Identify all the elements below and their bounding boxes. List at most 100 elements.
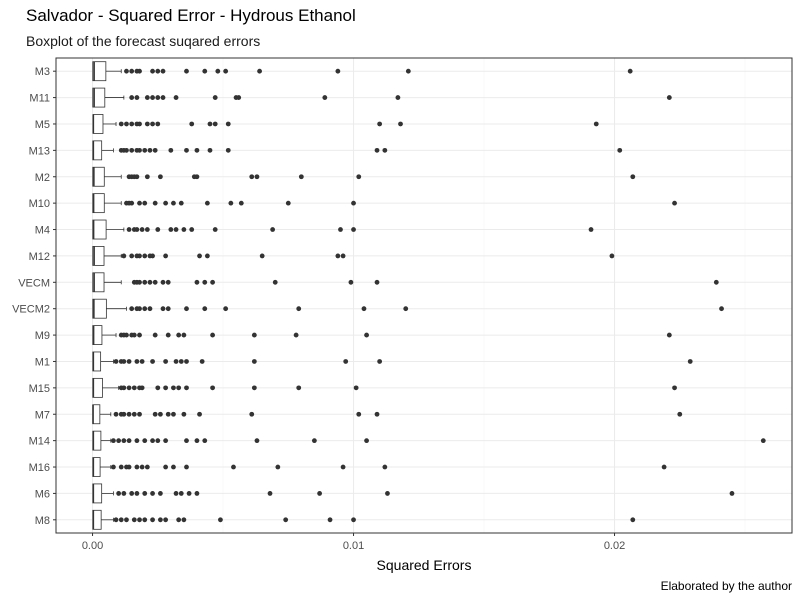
outlier-point-M3 (155, 68, 161, 74)
chart-caption: Elaborated by the author (660, 579, 792, 593)
outlier-point-M8 (118, 517, 124, 523)
outlier-point-M2 (157, 174, 163, 180)
outlier-point-M11 (134, 95, 140, 100)
outlier-point-M8 (351, 517, 356, 523)
outlier-point-M13 (124, 147, 129, 153)
outlier-point-VECM (202, 279, 208, 285)
outlier-point-M9 (131, 332, 137, 338)
y-tick-label: M6 (35, 488, 50, 500)
outlier-point-M13 (184, 147, 189, 153)
outlier-point-M11 (129, 95, 135, 100)
outlier-point-M4 (134, 227, 140, 232)
outlier-point-M10 (163, 200, 169, 206)
outlier-point-M7 (121, 411, 127, 417)
outlier-point-M3 (405, 68, 411, 74)
outlier-point-M6 (173, 491, 179, 496)
outlier-point-M2 (134, 174, 140, 180)
outlier-point-VECM (713, 279, 719, 285)
outlier-point-M11 (160, 95, 166, 100)
outlier-point-M10 (142, 200, 148, 206)
y-tick-label: M4 (35, 225, 50, 237)
y-tick-label: M2 (35, 172, 50, 184)
outlier-point-M13 (137, 147, 142, 153)
y-axis: M3 M11 M5 M13 M2 M10 M4 M12 VECM VECM2 M9 M1 M15 M7 M1… (12, 66, 56, 527)
y-tick-label: M3 (35, 66, 50, 78)
outlier-point-M3 (223, 68, 229, 74)
outlier-point-M14 (155, 438, 161, 444)
outlier-point-VECM (348, 279, 354, 285)
outlier-point-M16 (340, 464, 346, 470)
outlier-point-M5 (398, 121, 403, 127)
box-VECM2 (92, 298, 107, 319)
outlier-point-M14 (202, 438, 208, 444)
outlier-point-M14 (142, 438, 148, 444)
outlier-point-M10 (152, 200, 158, 206)
outlier-point-M1 (178, 359, 184, 364)
outlier-point-M11 (236, 95, 242, 100)
outlier-point-M1 (687, 359, 693, 364)
outlier-point-M7 (165, 411, 171, 417)
outlier-point-M4 (189, 227, 195, 232)
outlier-point-M15 (171, 385, 176, 391)
y-tick-label: VECM2 (12, 304, 50, 316)
outlier-point-M5 (129, 121, 135, 127)
outlier-point-M2 (630, 174, 636, 180)
outlier-point-M4 (588, 227, 594, 232)
outlier-point-M12 (259, 253, 265, 259)
y-tick-label: M10 (29, 198, 50, 210)
outlier-point-M10 (171, 200, 176, 206)
outlier-point-M11 (666, 95, 672, 100)
outlier-point-M14 (121, 438, 127, 444)
outlier-point-VECM2 (142, 306, 148, 312)
outlier-point-M12 (150, 253, 155, 259)
outlier-point-M5 (207, 121, 213, 127)
outlier-point-M13 (207, 147, 213, 153)
outlier-point-M8 (124, 517, 129, 523)
outlier-point-M16 (126, 464, 132, 470)
outlier-point-M7 (157, 411, 163, 417)
outlier-point-M10 (137, 200, 142, 206)
outlier-point-M2 (298, 174, 304, 180)
outlier-point-M4 (168, 227, 174, 232)
y-tick-label: M15 (29, 383, 50, 395)
outlier-point-M4 (126, 227, 132, 232)
outlier-point-M13 (147, 147, 153, 153)
outlier-point-VECM (194, 279, 200, 285)
outlier-point-M5 (212, 121, 218, 127)
outlier-point-M11 (150, 95, 155, 100)
outlier-point-M7 (137, 411, 142, 417)
outlier-point-M3 (124, 68, 129, 74)
outlier-point-VECM (147, 279, 153, 285)
outlier-point-M3 (137, 68, 142, 74)
outlier-point-M14 (254, 438, 260, 444)
outlier-point-M11 (212, 95, 218, 100)
outlier-point-M1 (150, 359, 155, 364)
outlier-point-M13 (152, 147, 158, 153)
outlier-point-M1 (121, 359, 127, 364)
outlier-point-M10 (285, 200, 291, 206)
outlier-point-M4 (212, 227, 218, 232)
outlier-point-M11 (144, 95, 150, 100)
box-M2 (92, 166, 105, 187)
outlier-point-M2 (249, 174, 255, 180)
grid-lines (56, 58, 792, 533)
outlier-point-M3 (129, 68, 135, 74)
outlier-point-M2 (144, 174, 150, 180)
outlier-point-M2 (194, 174, 200, 180)
chart-subtitle: Boxplot of the forecast suqared errors (26, 33, 261, 49)
outlier-point-M9 (210, 332, 215, 338)
outlier-point-M7 (126, 411, 132, 417)
outlier-point-M10 (238, 200, 244, 206)
outlier-point-M15 (672, 385, 677, 391)
outlier-point-M2 (356, 174, 362, 180)
outlier-point-M14 (364, 438, 369, 444)
outlier-point-M7 (181, 411, 187, 417)
outlier-point-VECM2 (719, 306, 724, 312)
outlier-point-M12 (163, 253, 169, 259)
outlier-point-M10 (129, 200, 135, 206)
outlier-point-VECM2 (165, 306, 171, 312)
outlier-point-M7 (113, 411, 119, 417)
outlier-point-VECM (374, 279, 380, 285)
outlier-point-M8 (327, 517, 333, 523)
outlier-point-VECM2 (202, 306, 208, 312)
